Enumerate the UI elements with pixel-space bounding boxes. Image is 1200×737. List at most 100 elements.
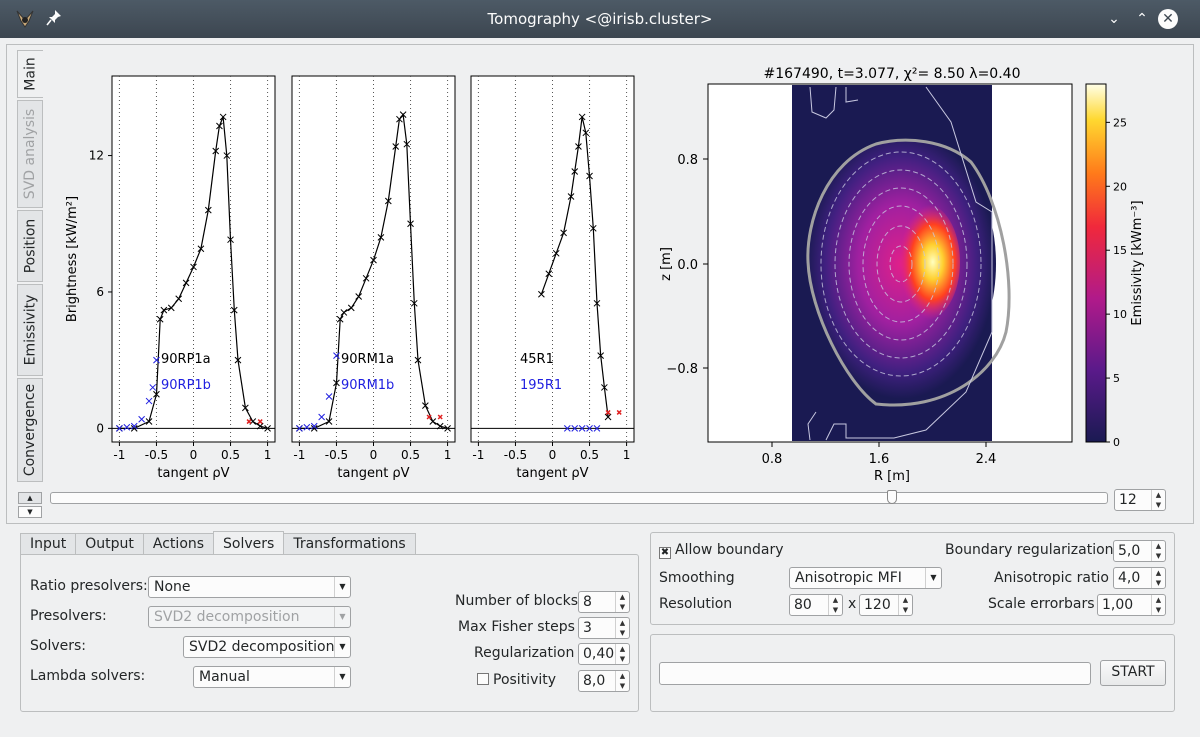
colorbar-tick-label: 0 xyxy=(1113,436,1120,449)
positivity-check-icon[interactable] xyxy=(477,673,489,685)
tab-output[interactable]: Output xyxy=(75,533,144,555)
resolution-x-value: 80 xyxy=(794,597,812,613)
solvers-value: SVD2 decomposition xyxy=(189,639,335,655)
positivity-spinbox[interactable]: 8,0 ▲ ▼ xyxy=(578,670,630,692)
data-point xyxy=(145,397,153,405)
minimize-icon[interactable]: ⌄ xyxy=(1108,11,1120,27)
resolution-x-spinbox[interactable]: 80 ▲ ▼ xyxy=(789,594,843,616)
tab-input[interactable]: Input xyxy=(20,533,77,555)
chevron-down-icon: ▼ xyxy=(334,667,350,687)
tab-emissivity[interactable]: Emissivity xyxy=(17,284,43,376)
tab-solvers[interactable]: Solvers xyxy=(213,531,285,555)
spin-arrows-icon[interactable]: ▲ ▼ xyxy=(1151,595,1165,615)
smoothing-select[interactable]: Anisotropic MFI ▼ xyxy=(789,567,942,589)
anisotropic-ratio-value: 4,0 xyxy=(1118,570,1141,586)
z-axis-label: z [m] xyxy=(659,247,674,281)
data-point xyxy=(377,234,385,241)
tab-scroll-down-button[interactable]: ▼ xyxy=(18,506,42,518)
spin-arrows-icon[interactable]: ▲ ▼ xyxy=(615,592,629,612)
data-point xyxy=(589,224,597,232)
tab-position[interactable]: Position xyxy=(17,210,43,282)
tab-svd-analysis[interactable]: SVD analysis xyxy=(17,100,43,208)
data-point xyxy=(204,206,212,214)
y-axis-label: Brightness [kW/m²] xyxy=(65,196,80,322)
solvers-select[interactable]: SVD2 decomposition ▼ xyxy=(183,636,351,658)
presolvers-label: Presolvers: xyxy=(30,608,107,624)
start-button[interactable]: START xyxy=(1100,660,1166,686)
time-index-spinbox[interactable]: 12 ▲ ▼ xyxy=(1114,489,1166,511)
time-slider[interactable] xyxy=(50,492,1108,504)
boundary-reg-label: Boundary regularization xyxy=(945,542,1114,558)
resolution-y-spinbox[interactable]: 120 ▲ ▼ xyxy=(859,594,913,616)
data-point xyxy=(362,274,370,282)
checked-icon[interactable]: ✖ xyxy=(659,547,671,559)
data-point xyxy=(586,172,593,180)
x-axis-label: tangent ρV xyxy=(157,466,229,481)
data-point xyxy=(392,143,400,150)
lambda-solvers-select[interactable]: Manual ▼ xyxy=(193,666,351,688)
data-point xyxy=(560,229,567,237)
boundary-reg-spinbox[interactable]: 5,0 ▲ ▼ xyxy=(1113,540,1166,562)
tab-main[interactable]: Main xyxy=(17,50,43,98)
fisher-spinbox[interactable]: 3 ▲ ▼ xyxy=(578,617,630,639)
y-tick-label: 12 xyxy=(89,149,104,163)
positivity-label: Positivity xyxy=(493,672,557,688)
x-tick-label: 0 xyxy=(549,448,557,462)
tab-actions[interactable]: Actions xyxy=(142,533,215,555)
data-point xyxy=(578,425,586,432)
spin-arrows-icon[interactable]: ▲ ▼ xyxy=(615,671,629,691)
data-point xyxy=(593,425,601,432)
x-tick-label: 1 xyxy=(264,448,272,462)
data-point xyxy=(403,140,411,148)
outlier-point xyxy=(605,409,611,415)
tab-transformations[interactable]: Transformations xyxy=(283,533,416,555)
positivity-checkbox[interactable]: Positivity xyxy=(477,672,556,688)
data-point xyxy=(407,220,414,228)
tab-scroll-up-button[interactable]: ▲ xyxy=(18,492,42,504)
progress-field[interactable] xyxy=(659,662,1091,685)
ratio-presolvers-select[interactable]: None ▼ xyxy=(148,576,351,598)
data-point xyxy=(219,113,227,121)
maximize-icon[interactable]: ⌃ xyxy=(1136,11,1148,27)
blocks-label: Number of blocks xyxy=(455,593,579,609)
tab-svd-label: SVD analysis xyxy=(22,108,39,200)
data-point xyxy=(340,309,348,316)
spin-arrows-icon[interactable]: ▲ ▼ xyxy=(1151,490,1165,510)
x-tick-label: -1 xyxy=(293,448,305,462)
time-slider-handle[interactable] xyxy=(887,490,897,504)
outlier-point xyxy=(257,419,263,425)
data-point xyxy=(582,129,590,137)
scale-errorbars-spinbox[interactable]: 1,00 ▲ ▼ xyxy=(1097,594,1166,616)
vessel-outline xyxy=(807,86,993,441)
scale-errorbars-value: 1,00 xyxy=(1102,597,1134,613)
time-index-value: 12 xyxy=(1119,492,1137,508)
data-point xyxy=(116,425,123,432)
fisher-label: Max Fisher steps xyxy=(458,619,575,635)
spin-arrows-icon[interactable]: ▲ ▼ xyxy=(1151,541,1165,561)
tab-convergence[interactable]: Convergence xyxy=(17,378,43,482)
x-tick-label: -1 xyxy=(472,448,484,462)
pin-icon[interactable] xyxy=(46,9,62,27)
data-point xyxy=(545,270,553,278)
spin-arrows-icon[interactable]: ▲ ▼ xyxy=(615,618,629,638)
ratio-presolvers-label: Ratio presolvers: xyxy=(30,578,148,594)
chevron-down-icon: ▼ xyxy=(925,568,941,588)
data-point xyxy=(436,422,444,430)
data-point xyxy=(410,299,418,307)
data-point xyxy=(325,393,333,400)
legend-label-a: 45R1 xyxy=(520,352,554,367)
blocks-spinbox[interactable]: 8 ▲ ▼ xyxy=(578,591,630,613)
allow-boundary-checkbox[interactable]: ✖ Allow boundary xyxy=(659,542,784,559)
spin-arrows-icon[interactable]: ▲ ▼ xyxy=(828,595,842,615)
spin-arrows-icon[interactable]: ▲ ▼ xyxy=(615,644,629,664)
data-point xyxy=(567,193,575,200)
anisotropic-ratio-spinbox[interactable]: 4,0 ▲ ▼ xyxy=(1113,567,1166,589)
x-tick-label: 1 xyxy=(623,448,631,462)
lambda-solvers-value: Manual xyxy=(199,669,250,685)
title-bar: Tomography <@irisb.cluster> ⌄ ⌃ ✕ xyxy=(0,0,1200,38)
regularization-spinbox[interactable]: 0,40 ▲ ▼ xyxy=(578,643,630,665)
spin-arrows-icon[interactable]: ▲ ▼ xyxy=(1151,568,1165,588)
close-icon[interactable]: ✕ xyxy=(1158,9,1178,29)
x-tick-label: 0 xyxy=(370,448,378,462)
spin-arrows-icon[interactable]: ▲ ▼ xyxy=(898,595,912,615)
